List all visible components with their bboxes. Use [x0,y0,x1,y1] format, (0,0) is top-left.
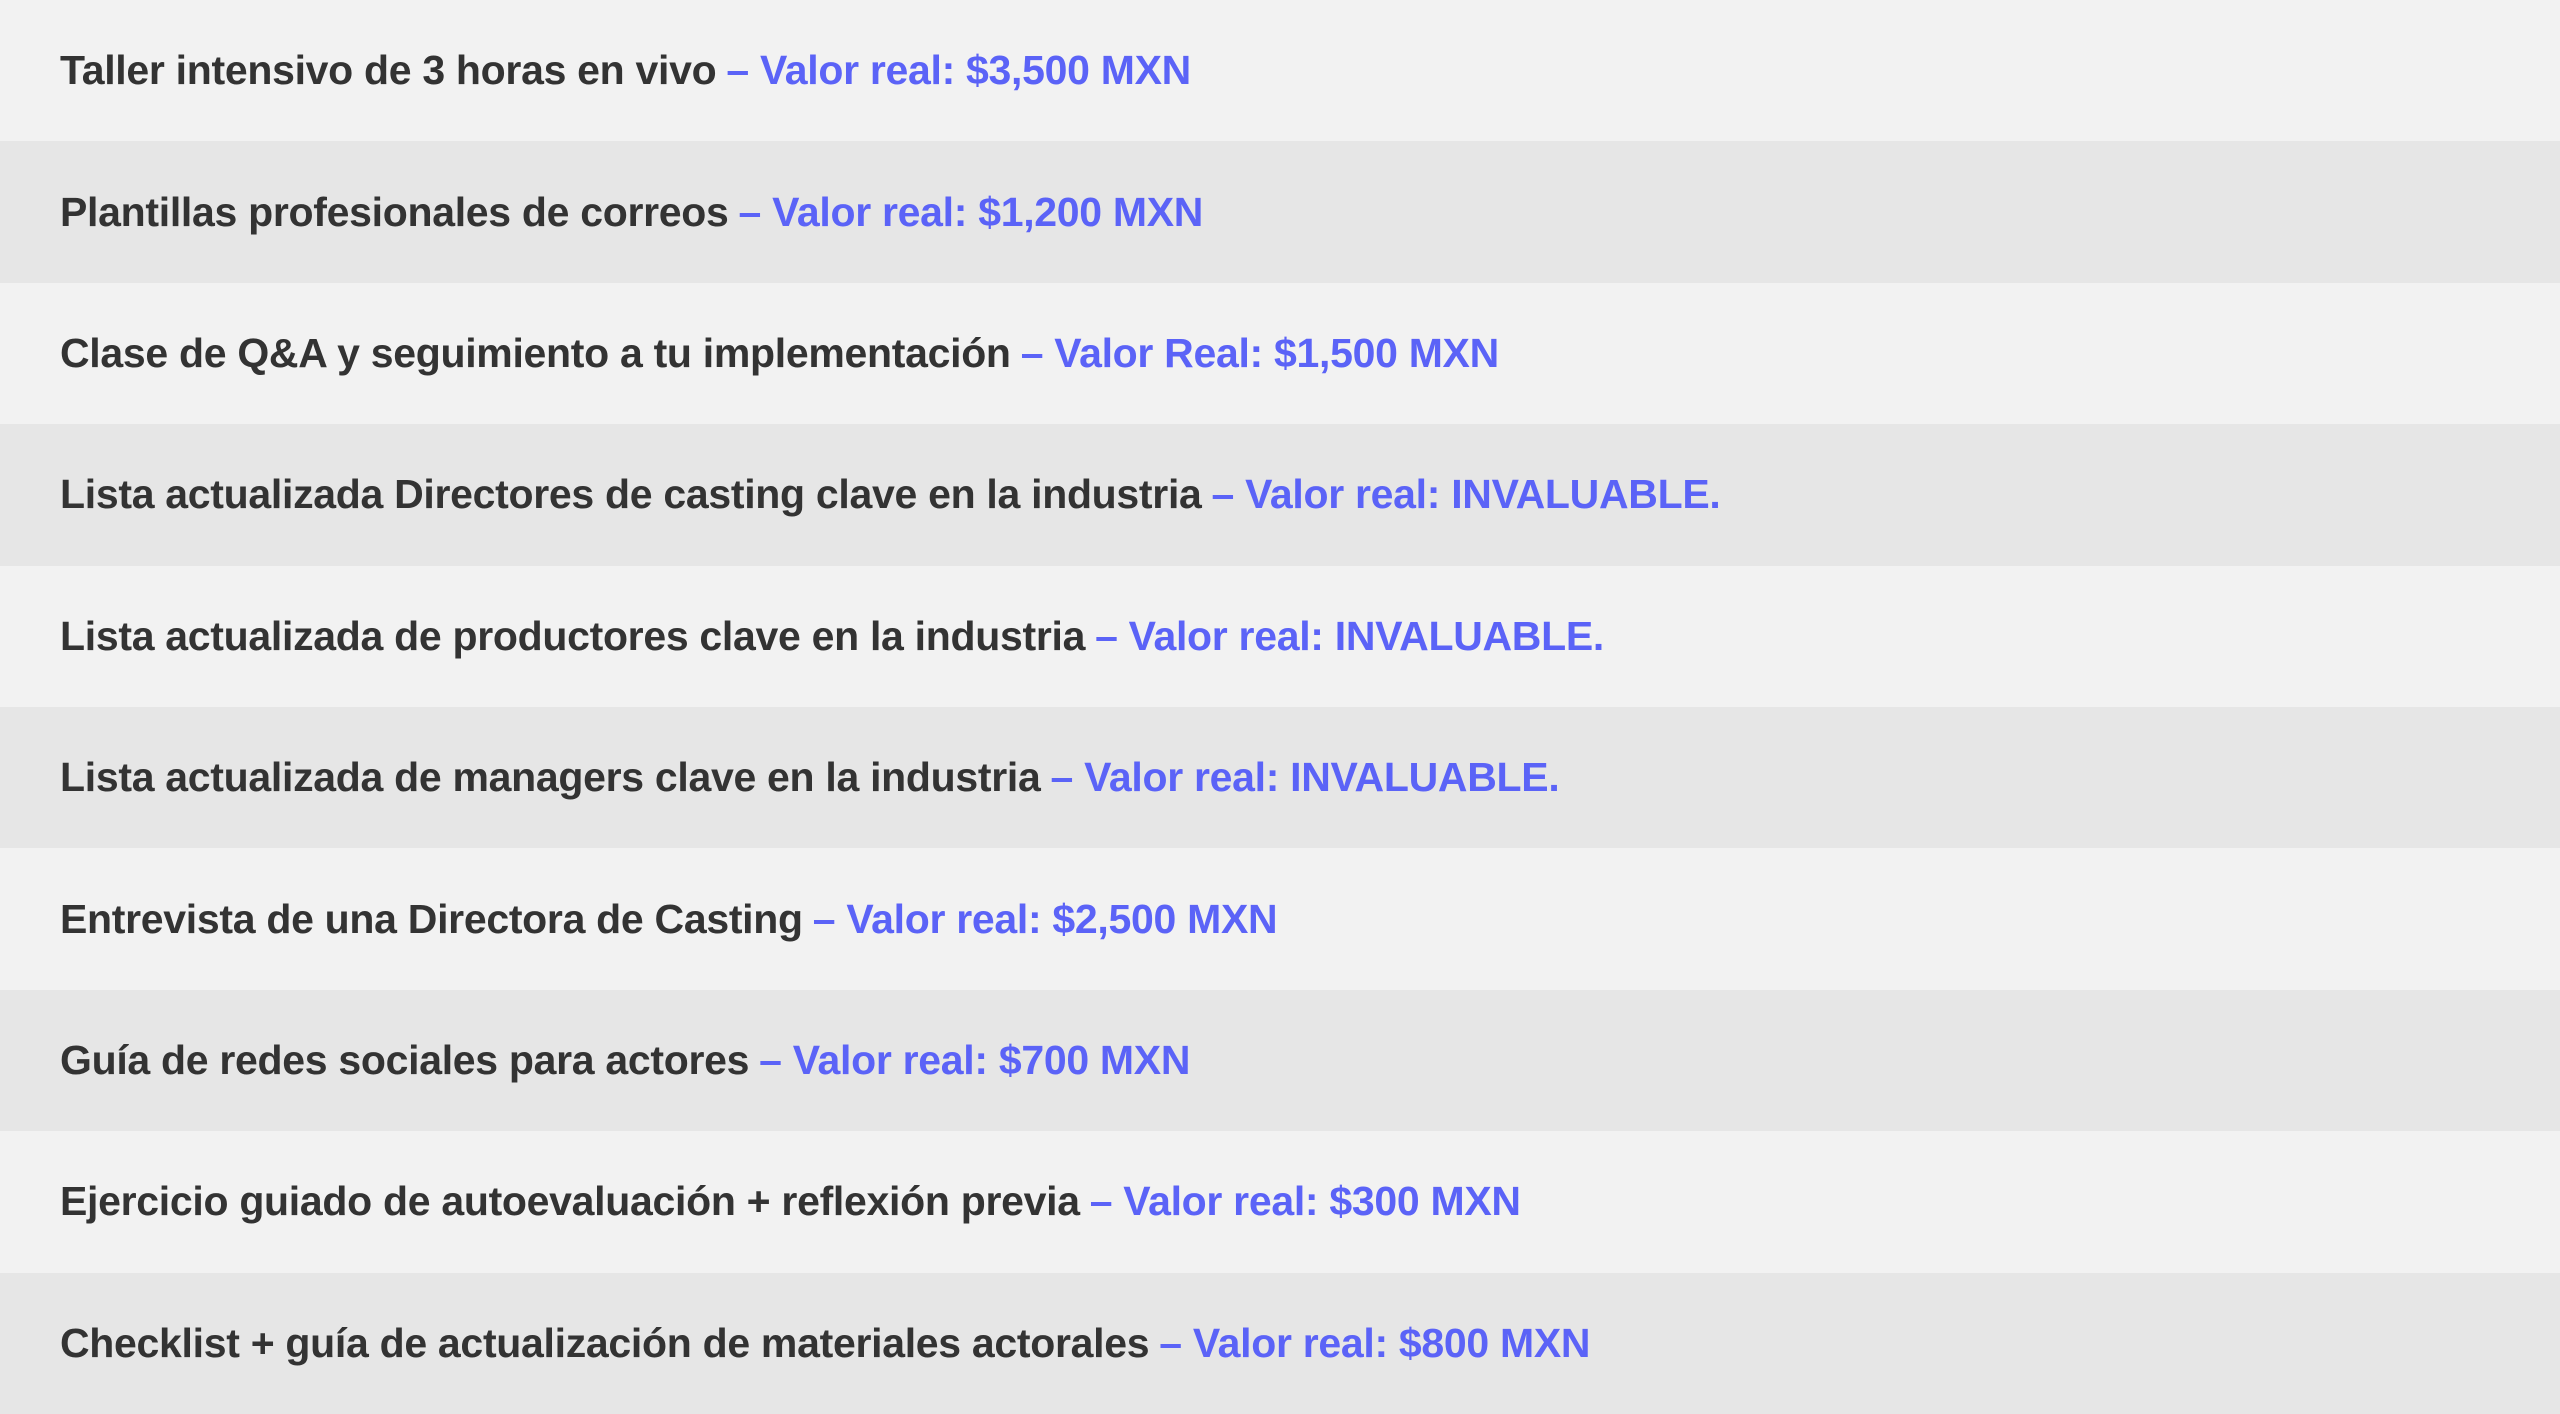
item-label: Lista actualizada Directores de casting … [60,471,1202,518]
list-item: Lista actualizada Directores de casting … [0,424,2560,566]
item-label: Lista actualizada de productores clave e… [60,612,1086,659]
item-label: Guía de redes sociales para actores [60,1036,750,1083]
item-value: – Valor real: $2,500 MXN [812,895,1278,942]
item-label: Clase de Q&A y seguimiento a tu implemen… [60,329,1011,376]
item-value: – Valor real: $300 MXN [1089,1178,1521,1225]
item-value: – Valor real: INVALUABLE. [1095,612,1605,659]
item-value: – Valor real: $800 MXN [1159,1319,1591,1366]
list-item: Ejercicio guiado de autoevaluación + ref… [0,1131,2560,1273]
list-item: Plantillas profesionales de correos – Val… [0,141,2560,283]
item-label: Ejercicio guiado de autoevaluación + ref… [60,1178,1080,1225]
list-item: Guía de redes sociales para actores – Val… [0,989,2560,1132]
item-value: – Valor real: INVALUABLE. [1211,471,1721,518]
item-label: Checklist + guía de actualización de mat… [60,1319,1150,1366]
list-item: Checklist + guía de actualización de mat… [0,1272,2560,1414]
list-item: Taller intensivo de 3 horas en vivo – Val… [0,0,2560,142]
list-item: Lista actualizada de productores clave e… [0,565,2560,707]
list-item: Clase de Q&A y seguimiento a tu implemen… [0,282,2560,425]
list-item: Entrevista de una Directora de Casting – … [0,848,2560,990]
item-value: – Valor real: INVALUABLE. [1050,754,1560,801]
item-value: – Valor Real: $1,500 MXN [1020,329,1500,376]
item-value: – Valor real: $3,500 MXN [726,47,1191,94]
item-value: – Valor real: $1,200 MXN [738,188,1204,235]
item-label: Taller intensivo de 3 horas en vivo [60,47,717,94]
item-label: Plantillas profesionales de correos [60,188,729,235]
item-value: – Valor real: $700 MXN [759,1036,1191,1083]
item-label: Entrevista de una Directora de Casting [60,895,803,942]
list-item: Lista actualizada de managers clave en l… [0,706,2560,849]
item-label: Lista actualizada de managers clave en l… [60,754,1041,801]
